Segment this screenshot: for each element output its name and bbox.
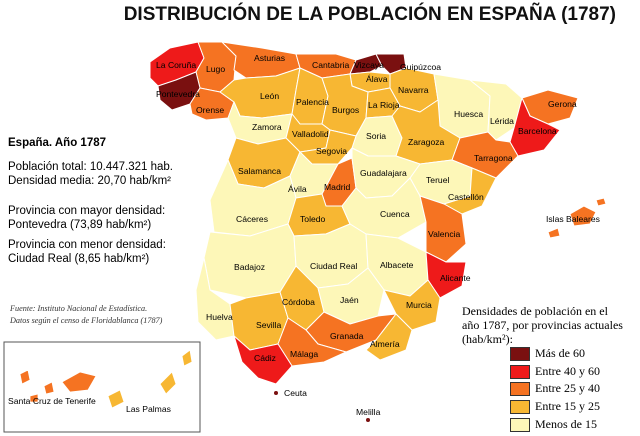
province-lerida[interactable] xyxy=(469,79,523,141)
legend-swatch xyxy=(510,418,530,432)
label-albacete: Albacete xyxy=(380,260,414,270)
label-melilla: Melilla xyxy=(356,407,381,417)
label-toledo: Toledo xyxy=(300,214,326,224)
label-orense: Orense xyxy=(196,105,224,115)
label-cantabria: Cantabria xyxy=(312,60,349,70)
label-valladolid: Valladolid xyxy=(292,129,329,139)
label-ceuta: Ceuta xyxy=(284,388,307,398)
label-pontevedra: Pontevedra xyxy=(156,89,200,99)
label-leon: León xyxy=(260,91,279,101)
label-sevilla: Sevilla xyxy=(256,320,282,330)
label-asturias: Asturias xyxy=(254,53,285,63)
label-baleares: Islas Baleares xyxy=(546,214,600,224)
province-cadiz[interactable] xyxy=(233,335,293,385)
label-malaga: Málaga xyxy=(290,349,318,359)
label-zaragoza: Zaragoza xyxy=(408,137,445,147)
legend-title-line-1: Densidades de población en el xyxy=(462,304,608,318)
label-jaen: Jaén xyxy=(340,295,359,305)
label-granada: Granada xyxy=(330,331,364,341)
province-guipuzcoa[interactable] xyxy=(375,53,407,75)
legend-swatch xyxy=(510,365,530,379)
label-guadalajara: Guadalajara xyxy=(360,168,407,178)
label-lerida: Lérida xyxy=(490,116,514,126)
label-murcia: Murcia xyxy=(406,300,432,310)
info-min-label: Provincia con menor densidad: xyxy=(8,239,166,251)
label-avila: Ávila xyxy=(288,184,307,194)
label-castellon: Castellón xyxy=(448,192,484,202)
province-las-palmas[interactable] xyxy=(107,349,193,409)
label-madrid: Madrid xyxy=(324,182,350,192)
info-max-value: Pontevedra (73,89 hab/km²) xyxy=(8,219,152,231)
info-total: Población total: 10.447.321 hab. xyxy=(8,161,173,173)
label-cordoba: Córdoba xyxy=(282,297,315,307)
legend-title-line-2: año 1787, por provincias actuales xyxy=(462,318,623,332)
label-alicante: Alicante xyxy=(440,273,471,283)
legend-label: Entre 25 y 40 xyxy=(535,381,600,395)
legend-title: Densidades de población en el año 1787, … xyxy=(462,304,640,346)
label-la-rioja: La Rioja xyxy=(368,100,400,110)
legend-swatch xyxy=(510,382,530,396)
label-cuenca: Cuenca xyxy=(380,209,410,219)
source-note: Fuente: Instituto Nacional de Estadístic… xyxy=(10,303,162,327)
legend-label: Más de 60 xyxy=(535,346,585,360)
ceuta-dot xyxy=(274,391,278,395)
label-ciudad-real: Ciudad Real xyxy=(310,261,357,271)
label-zamora: Zamora xyxy=(252,122,282,132)
label-vizcaya: Vizcaya xyxy=(354,60,384,70)
label-burgos: Burgos xyxy=(332,105,359,115)
info-max-label: Provincia con mayor densidad: xyxy=(8,205,166,217)
source-line-2: Datos según el censo de Floridablanca (1… xyxy=(10,316,163,325)
label-segovia: Segovia xyxy=(316,146,347,156)
legend-label: Entre 15 y 25 xyxy=(535,399,600,413)
label-valencia: Valencia xyxy=(428,229,461,239)
label-almeria: Almería xyxy=(370,339,400,349)
province-malaga[interactable] xyxy=(277,317,347,367)
label-lugo: Lugo xyxy=(206,64,225,74)
label-alava: Álava xyxy=(366,74,388,84)
label-huelva: Huelva xyxy=(206,312,233,322)
label-barcelona: Barcelona xyxy=(518,126,557,136)
label-caceres: Cáceres xyxy=(236,214,268,224)
province-almeria[interactable] xyxy=(365,313,413,361)
province-huelva[interactable] xyxy=(195,257,235,341)
info-min-value: Ciudad Real (8,65 hab/km²) xyxy=(8,253,150,265)
label-tarragona: Tarragona xyxy=(474,153,513,163)
legend-title-line-3: (hab/km²): xyxy=(462,332,513,346)
label-palencia: Palencia xyxy=(296,97,329,107)
melilla-dot xyxy=(366,418,370,422)
map-title: DISTRIBUCIÓN DE LA POBLACIÓN EN ESPAÑA (… xyxy=(123,4,616,25)
label-badajoz: Badajoz xyxy=(234,262,265,272)
legend-label: Entre 40 y 60 xyxy=(535,364,600,378)
province-vizcaya[interactable] xyxy=(349,53,383,75)
label-navarra: Navarra xyxy=(398,85,429,95)
label-soria: Soria xyxy=(366,131,386,141)
label-salamanca: Salamanca xyxy=(238,166,281,176)
label-santa-cruz: Santa Cruz de Tenerife xyxy=(8,396,96,406)
info-density: Densidad media: 20,70 hab/km² xyxy=(8,175,172,187)
label-teruel: Teruel xyxy=(426,175,449,185)
province-valencia[interactable] xyxy=(419,195,467,263)
label-las-palmas: Las Palmas xyxy=(126,404,171,414)
province-santa-cruz[interactable] xyxy=(19,369,97,403)
legend-swatch xyxy=(510,347,530,361)
label-cadiz: Cádiz xyxy=(254,353,276,363)
province-baleares[interactable] xyxy=(547,197,607,239)
info-heading: España. Año 1787 xyxy=(8,137,107,149)
label-gerona: Gerona xyxy=(548,99,577,109)
legend-swatch xyxy=(510,400,530,414)
legend-label: Menos de 15 xyxy=(535,417,597,431)
label-huesca: Huesca xyxy=(454,109,483,119)
source-line-1: Fuente: Instituto Nacional de Estadístic… xyxy=(10,304,148,313)
label-la-coruna: La Coruña xyxy=(156,60,196,70)
label-guipuzcoa: Guipúzcoa xyxy=(400,62,441,72)
